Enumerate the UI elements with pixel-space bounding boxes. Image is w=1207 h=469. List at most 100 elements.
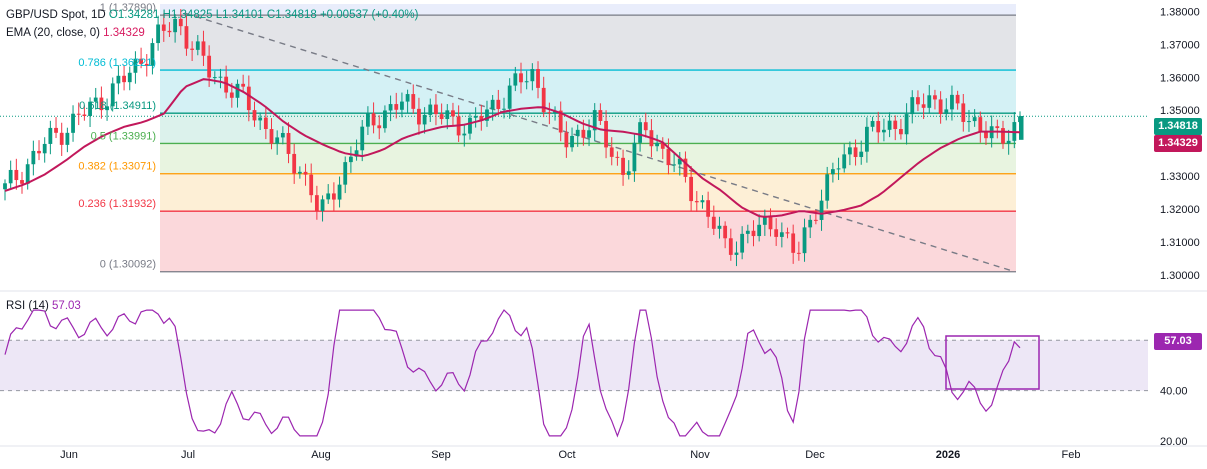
price-tick: 1.30000 xyxy=(1160,270,1200,282)
candle-body xyxy=(422,114,427,125)
candle-body xyxy=(621,157,625,175)
ema-tag: 1.34329 xyxy=(1154,135,1202,152)
candle-body xyxy=(161,24,166,31)
candle-body xyxy=(303,171,308,175)
candle-body xyxy=(524,81,529,83)
candle-body xyxy=(802,227,807,254)
candle-body xyxy=(320,199,325,211)
candle-body xyxy=(513,73,518,86)
candle-body xyxy=(462,133,467,136)
candle-body xyxy=(116,75,121,84)
candle-body xyxy=(791,233,796,253)
candle-body xyxy=(252,110,257,121)
candle-body xyxy=(842,154,847,169)
rsi-highlight-box xyxy=(945,335,1040,390)
candle-body xyxy=(14,169,19,181)
candle-body xyxy=(910,97,915,115)
candle-body xyxy=(473,116,478,118)
candle-body xyxy=(93,97,98,102)
candle-body xyxy=(48,127,53,144)
candle-body xyxy=(309,174,314,196)
candle-body xyxy=(711,216,716,229)
time-tick: Sep xyxy=(431,449,451,461)
ema-line xyxy=(4,78,1021,218)
candle-body xyxy=(65,132,70,145)
candle-body xyxy=(54,127,58,133)
candle-body xyxy=(297,171,302,174)
candle-body xyxy=(859,151,864,158)
candle-body xyxy=(592,110,597,131)
candle-body xyxy=(71,113,75,133)
candle-body xyxy=(37,150,41,154)
time-tick: Dec xyxy=(805,449,825,461)
candle-body xyxy=(570,135,574,148)
time-tick: Nov xyxy=(690,449,710,461)
time-tick: 2026 xyxy=(936,449,960,461)
candle-body xyxy=(150,43,155,66)
candle-body xyxy=(224,76,229,93)
candle-body xyxy=(258,117,263,121)
candle-body xyxy=(984,131,988,139)
candle-body xyxy=(899,129,903,135)
fib-zone xyxy=(160,70,1016,114)
time-tick: Oct xyxy=(558,449,575,461)
legend-low: L1.34101 xyxy=(215,9,264,21)
candle-body xyxy=(195,41,200,50)
candle-body xyxy=(615,156,620,158)
candle-body xyxy=(961,103,966,122)
price-tick: 1.38000 xyxy=(1160,7,1200,19)
candle-body xyxy=(25,164,30,184)
candle-body xyxy=(218,76,223,78)
candle-body xyxy=(757,224,762,237)
candle-body xyxy=(490,99,495,110)
rsi-tick: 40.00 xyxy=(1160,386,1188,398)
candle-body xyxy=(3,183,7,190)
price-tick: 1.37000 xyxy=(1160,39,1200,51)
grid xyxy=(0,115,1207,292)
candle-body xyxy=(133,58,138,73)
candle-body xyxy=(110,83,115,107)
candle-body xyxy=(700,200,705,203)
candle-body xyxy=(564,132,569,148)
candle-body xyxy=(609,147,614,157)
candle-body xyxy=(314,195,319,211)
candle-body xyxy=(184,26,189,49)
candles xyxy=(3,9,1024,267)
candle-body xyxy=(434,104,438,115)
rsi-line xyxy=(4,309,1021,438)
candle-body xyxy=(587,130,591,138)
fib-zone xyxy=(160,211,1016,272)
candle-body xyxy=(626,171,631,175)
candle-body xyxy=(717,225,722,229)
candle-body xyxy=(864,126,869,152)
candle-body xyxy=(734,252,739,255)
fib-label: 0.5 (1.33991) xyxy=(91,130,156,142)
time-tick: Jun xyxy=(60,449,78,461)
trendline xyxy=(184,12,1013,272)
candle-body xyxy=(88,101,92,117)
candle-body xyxy=(547,112,552,114)
candle-body xyxy=(575,129,580,136)
candle-body xyxy=(212,77,217,79)
candle-body xyxy=(995,126,1000,129)
candle-body xyxy=(8,169,13,184)
candle-body xyxy=(377,125,382,129)
candle-body xyxy=(122,75,126,83)
candle-body xyxy=(558,110,563,133)
candle-body xyxy=(779,232,784,237)
legend-high: H1.34825 xyxy=(162,9,213,21)
candle-body xyxy=(241,83,246,87)
candle-body xyxy=(927,95,932,108)
candle-body xyxy=(938,99,943,115)
ema-path xyxy=(4,78,1021,218)
last-candle xyxy=(1019,115,1024,140)
candle-body xyxy=(870,121,875,127)
candle-body xyxy=(774,229,779,237)
candle-body xyxy=(978,117,983,132)
candle-body xyxy=(933,95,937,100)
candle-body xyxy=(76,113,81,115)
candle-body xyxy=(745,230,750,234)
candle-body xyxy=(173,18,178,33)
